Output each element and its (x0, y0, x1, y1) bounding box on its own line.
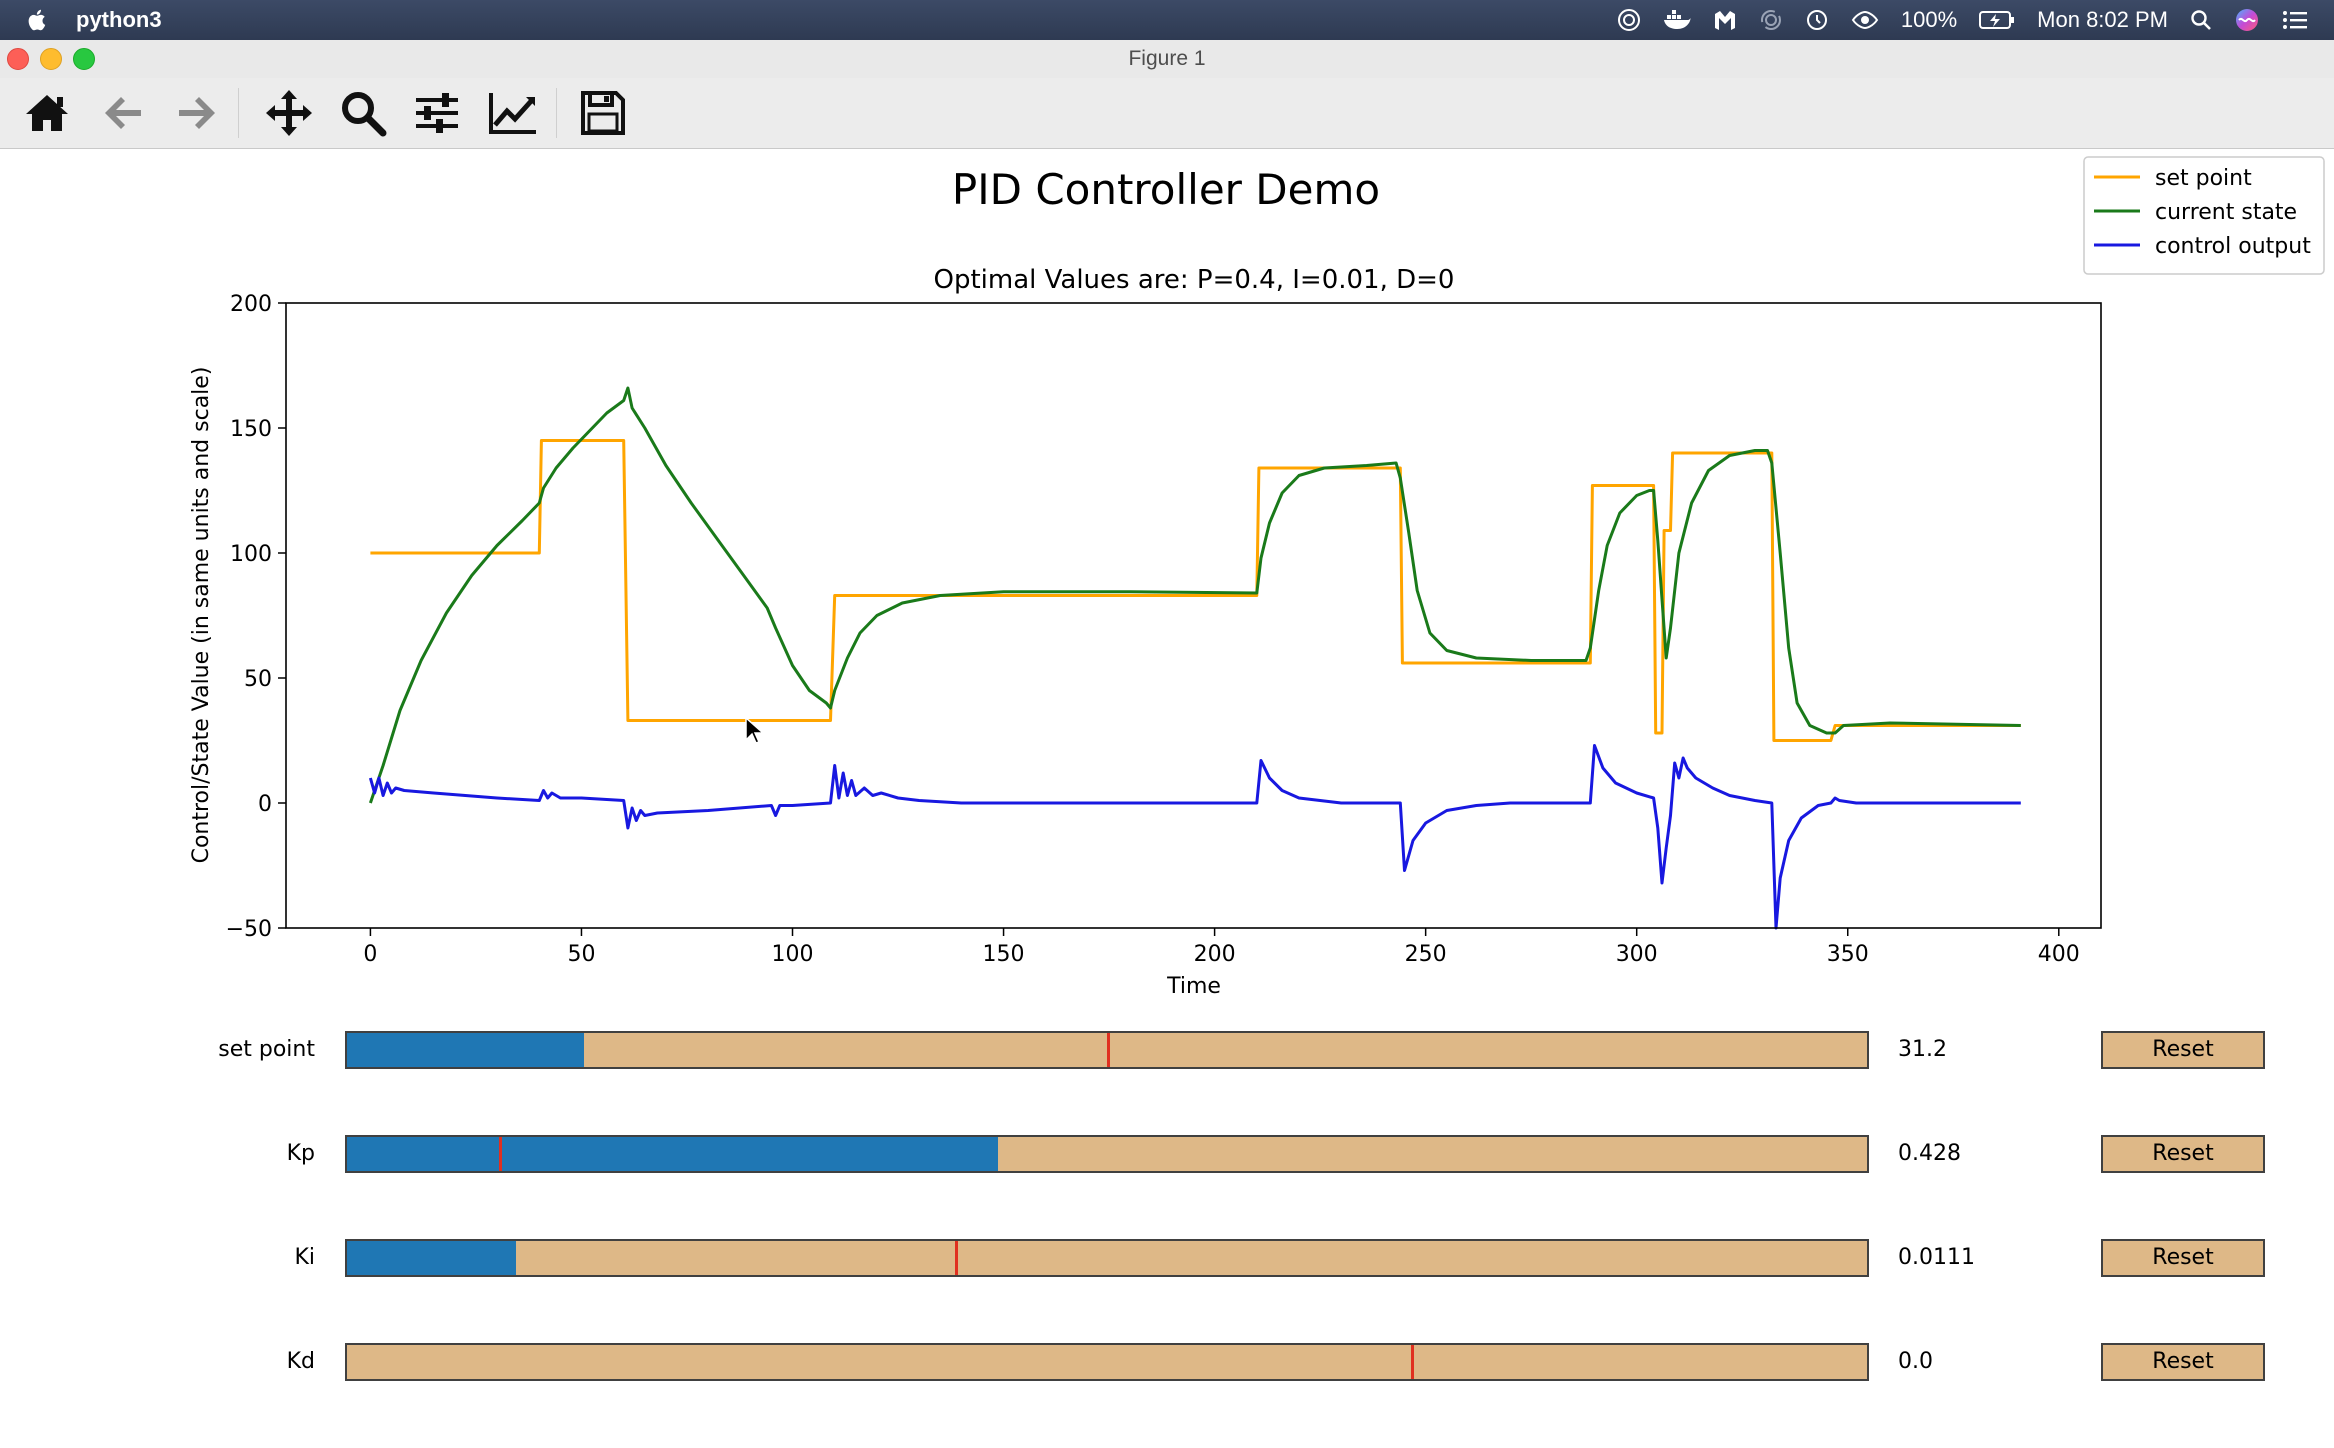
home-button[interactable] (20, 86, 74, 140)
pan-button[interactable] (262, 86, 316, 140)
menubar-clock[interactable]: Mon 8:02 PM (2037, 7, 2168, 32)
slider-label: Kp (286, 1141, 315, 1166)
mouse-cursor-icon (745, 717, 763, 744)
slider-label: Kd (286, 1349, 315, 1374)
window-title: Figure 1 (1128, 47, 1206, 70)
back-arrow-icon (105, 97, 141, 129)
series-line-set-point (370, 439, 2021, 742)
x-tick-label: 50 (567, 942, 595, 967)
minimize-window-button[interactable] (40, 48, 62, 70)
app-name[interactable]: python3 (76, 7, 162, 32)
pan-move-icon (266, 90, 312, 136)
x-tick-label: 350 (1827, 942, 1869, 967)
y-tick-label: 200 (230, 292, 272, 317)
figure-canvas: PID Controller Demo Optimal Values are: … (0, 149, 2334, 1448)
reset-button[interactable]: Reset (2101, 1031, 2265, 1069)
x-tick-label: 400 (2038, 942, 2080, 967)
battery-percent: 100% (1900, 7, 1958, 32)
slider-track[interactable] (345, 1239, 1869, 1277)
focus-target-icon[interactable] (1617, 8, 1641, 32)
slider-value: 0.0 (1898, 1349, 1933, 1374)
y-tick-label: 150 (230, 417, 272, 442)
configure-subplots-button[interactable] (410, 86, 464, 140)
slider-initial-marker (1107, 1033, 1110, 1067)
figure-toolbar (0, 78, 2334, 149)
legend: set point current state control output (2083, 156, 2325, 275)
axis-ticks-layer: 0 50 100 150 200 250 300 350 400 −50 0 50 100 150 200 (226, 292, 2080, 967)
save-figure-button[interactable] (576, 86, 630, 140)
x-tick-label: 100 (772, 942, 814, 967)
y-axis-label: Control/State Value (in same units and s… (189, 367, 214, 864)
y-tick-label: −50 (226, 917, 272, 942)
battery-charging-icon[interactable] (1979, 10, 2015, 30)
time-machine-icon[interactable] (1805, 8, 1829, 32)
y-tick-label: 100 (230, 542, 272, 567)
pid-chart[interactable]: PID Controller Demo Optimal Values are: … (0, 149, 2334, 1001)
slider-initial-marker (499, 1137, 502, 1171)
axes-title: Optimal Values are: P=0.4, I=0.01, D=0 (934, 265, 1455, 295)
reset-button[interactable]: Reset (2101, 1239, 2265, 1277)
slider-track[interactable] (345, 1135, 1869, 1173)
series-line-current-state (368, 386, 2021, 804)
menu-bar: python3 100% Mon 8:02 PM (0, 0, 2334, 40)
malwarebytes-icon[interactable] (1713, 8, 1737, 32)
legend-frame (2083, 156, 2325, 275)
slider-label: set point (218, 1037, 315, 1062)
edit-axes-icon (489, 93, 536, 134)
x-tick-label: 200 (1194, 942, 1236, 967)
slider-fill[interactable] (347, 1241, 516, 1275)
zoom-magnifier-icon (342, 92, 387, 137)
slider-value: 31.2 (1898, 1037, 1947, 1062)
docker-whale-icon[interactable] (1663, 9, 1691, 31)
x-tick-label: 150 (983, 942, 1025, 967)
y-tick-label: 0 (258, 792, 272, 817)
toolbar-separator (556, 88, 557, 138)
edit-axes-button[interactable] (486, 86, 540, 140)
x-axis-label: Time (1166, 974, 1221, 999)
slider-initial-marker (1411, 1345, 1414, 1379)
series-lines-layer (368, 386, 2021, 930)
slider-value: 0.0111 (1898, 1245, 1975, 1270)
forward-arrow-icon (179, 97, 215, 129)
save-floppy-icon (581, 91, 625, 135)
slider-fill[interactable] (347, 1033, 585, 1067)
toolbar-separator (238, 88, 239, 138)
x-tick-label: 300 (1616, 942, 1658, 967)
eye-hidden-icon[interactable] (1851, 9, 1879, 31)
figure-suptitle: PID Controller Demo (952, 165, 1380, 214)
window-title-bar: Figure 1 (0, 40, 2334, 78)
slider-track[interactable] (345, 1031, 1869, 1069)
apple-logo-icon[interactable] (26, 8, 46, 32)
forward-button[interactable] (170, 86, 224, 140)
configure-subplots-icon (416, 93, 458, 133)
control-center-list-icon[interactable] (2282, 10, 2308, 30)
home-icon (26, 95, 68, 131)
legend-entry-label: current state (2155, 200, 2297, 225)
slider-label: Ki (294, 1245, 315, 1270)
reset-button[interactable]: Reset (2101, 1135, 2265, 1173)
spotlight-search-icon[interactable] (2190, 9, 2212, 31)
back-button[interactable] (96, 86, 150, 140)
slider-track[interactable] (345, 1343, 1869, 1381)
series-line-control-output (368, 744, 2021, 930)
slider-value: 0.428 (1898, 1141, 1961, 1166)
reset-button[interactable]: Reset (2101, 1343, 2265, 1381)
x-tick-label: 0 (363, 942, 377, 967)
slider-initial-marker (955, 1241, 958, 1275)
zoom-window-button[interactable] (73, 48, 95, 70)
close-window-button[interactable] (7, 48, 29, 70)
zoom-button[interactable] (336, 86, 390, 140)
y-tick-label: 50 (244, 667, 272, 692)
spinner-app-icon[interactable] (1759, 8, 1783, 32)
siri-icon[interactable] (2234, 7, 2260, 33)
legend-entry-label: control output (2155, 234, 2311, 259)
plot-area-frame (285, 302, 2102, 929)
x-tick-label: 250 (1405, 942, 1447, 967)
legend-entry-label: set point (2155, 166, 2252, 191)
slider-fill[interactable] (347, 1137, 998, 1171)
